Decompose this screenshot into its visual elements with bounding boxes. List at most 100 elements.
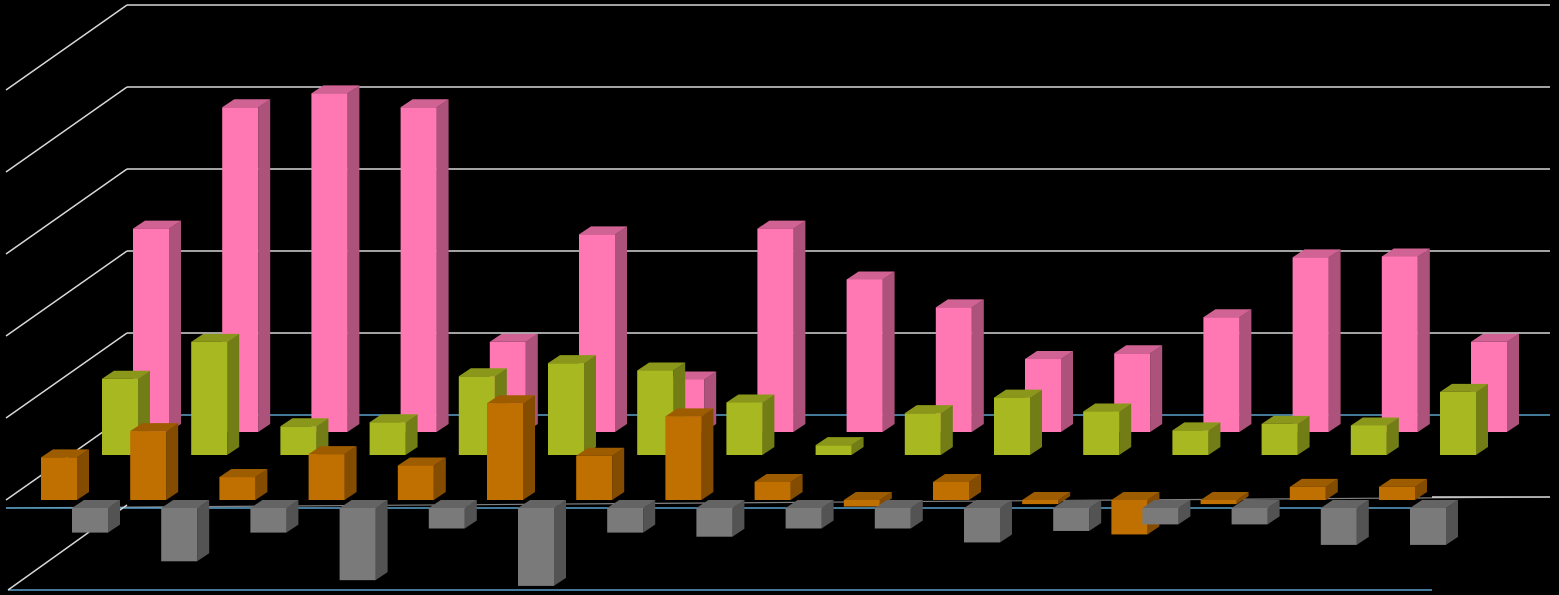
bar-side: [197, 500, 210, 562]
bar-top: [665, 408, 714, 417]
bar-front: [1111, 500, 1148, 535]
bar-side: [1208, 422, 1221, 455]
bar: [904, 405, 953, 455]
bar-side: [258, 99, 271, 432]
bar-top: [191, 333, 240, 342]
bar-side: [1446, 500, 1458, 545]
bar: [1114, 345, 1163, 432]
bar-top: [1440, 383, 1488, 392]
bar-side: [1267, 500, 1280, 525]
bar: [1440, 383, 1488, 455]
bar-top: [964, 500, 1012, 508]
bar-front: [1381, 256, 1418, 432]
bar-side: [169, 220, 181, 432]
bar-side: [1325, 478, 1338, 500]
bar-top: [843, 492, 892, 500]
bar-side: [1119, 403, 1132, 455]
bar-side: [969, 473, 981, 500]
bar-front: [219, 477, 256, 500]
bar-top: [1379, 478, 1427, 487]
bar-side: [612, 447, 625, 500]
bar-side: [405, 414, 418, 455]
bar-top: [874, 500, 923, 508]
bar: [1289, 478, 1338, 500]
bar: [1320, 500, 1369, 545]
bar: [1381, 248, 1430, 432]
bar: [369, 414, 418, 455]
bar: [161, 500, 210, 562]
bar: [308, 446, 357, 500]
bar-side: [1058, 492, 1071, 505]
bar-side: [851, 437, 864, 455]
bar-front: [397, 465, 434, 500]
bar-side: [1089, 500, 1102, 531]
bar-side: [1328, 249, 1341, 432]
bar-side: [1476, 383, 1488, 455]
bar-front: [1350, 425, 1387, 455]
bar-front: [308, 454, 345, 500]
bars: [41, 85, 1519, 586]
bar-top: [1200, 492, 1249, 500]
bar: [665, 408, 714, 500]
bar-side: [1150, 345, 1163, 432]
bar-side: [433, 457, 446, 500]
bar-top: [222, 99, 271, 108]
bar-front: [548, 363, 584, 455]
bar-side: [1415, 478, 1427, 500]
bar-top: [1381, 248, 1430, 257]
bar-top: [904, 405, 953, 414]
bar-front: [994, 397, 1030, 455]
bar-side: [643, 500, 656, 533]
bar: [548, 355, 596, 455]
bar-top: [1350, 417, 1399, 426]
bar-front: [280, 426, 317, 455]
bar-top: [1292, 249, 1341, 258]
bar-front: [785, 508, 822, 529]
bar: [1142, 500, 1191, 525]
bar-top: [1053, 500, 1102, 508]
bar-side: [584, 355, 596, 455]
bar-top: [1172, 422, 1221, 431]
bar-top: [487, 395, 535, 404]
bar-front: [815, 445, 852, 455]
bar-front: [1172, 430, 1209, 455]
bar-front: [1053, 508, 1090, 531]
bar-top: [161, 500, 210, 508]
bar: [311, 85, 360, 432]
bar: [1200, 492, 1249, 505]
bar-top: [726, 394, 775, 403]
bar-top: [815, 437, 864, 446]
bar-top: [696, 500, 745, 508]
bar-front: [518, 508, 554, 586]
bar-front: [1200, 500, 1237, 505]
bar: [400, 99, 449, 432]
bar: [815, 437, 864, 455]
bar-top: [41, 449, 89, 458]
bar-side: [1236, 492, 1249, 505]
bar: [339, 500, 388, 581]
bar-front: [191, 341, 228, 455]
bar-top: [548, 355, 596, 364]
bar: [219, 469, 268, 500]
bar-side: [615, 226, 627, 432]
bar-top: [280, 418, 329, 427]
bar: [1350, 417, 1399, 455]
bar-side: [554, 500, 566, 586]
bar: [964, 500, 1012, 543]
gridline-diagonal: [5, 168, 128, 255]
bar-front: [576, 455, 613, 500]
bar-top: [308, 446, 357, 455]
bar-top: [102, 370, 150, 379]
bar-top: [428, 500, 477, 508]
bar-side: [701, 408, 714, 500]
bar-top: [579, 226, 627, 235]
bar-front: [933, 481, 969, 500]
bar-top: [933, 473, 981, 482]
bar: [518, 500, 566, 586]
bar: [397, 457, 446, 500]
bar-front: [843, 500, 880, 507]
bar-front: [665, 416, 702, 500]
bar-front: [846, 279, 883, 432]
gridline-diagonal: [5, 86, 128, 173]
bar-side: [166, 423, 179, 500]
